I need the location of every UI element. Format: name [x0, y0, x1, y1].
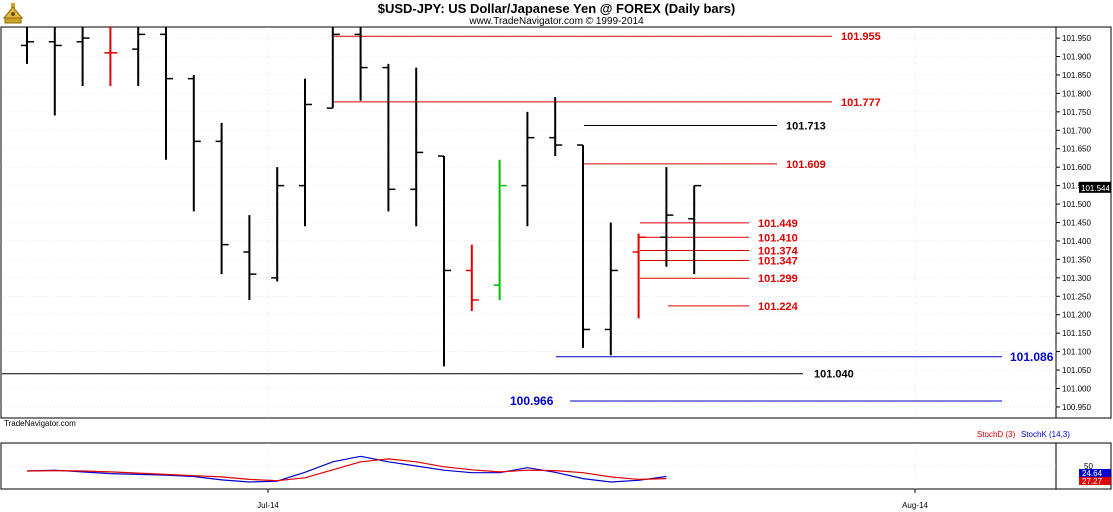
x-tick-label: Aug-14 [902, 501, 928, 510]
brand-text: TradeNavigator.com [4, 419, 76, 428]
stoch-d-last-box [1079, 477, 1111, 485]
trade-navigator-logo-icon [2, 3, 24, 24]
ohlc-bar [604, 222, 618, 356]
level-label: 101.374 [758, 246, 799, 258]
level-label: 101.299 [758, 273, 798, 285]
stoch-panel-frame [0, 442, 1112, 490]
price-tick-label: 101.300 [1062, 274, 1091, 283]
price-tick-label: 101.100 [1062, 348, 1091, 357]
stoch-k-line [26, 455, 667, 483]
last-price-label: 101.544 [1081, 184, 1110, 193]
price-tick-label: 101.400 [1062, 237, 1091, 246]
ohlc-bar [132, 27, 146, 87]
ohlc-bar [21, 27, 34, 64]
ohlc-bar [577, 144, 590, 348]
level-label: 101.713 [786, 120, 826, 132]
ohlc-bar [104, 27, 118, 87]
stoch-d-line [26, 458, 667, 482]
stoch-k-legend: StochK (14,3) [1021, 430, 1070, 439]
chart-title: $USD-JPY: US Dollar/Japanese Yen @ FOREX… [377, 1, 736, 16]
ohlc-bar [243, 215, 257, 300]
level-label: 101.609 [786, 159, 826, 171]
price-tick-label: 101.800 [1062, 89, 1091, 98]
ohlc-bar [410, 67, 424, 227]
price-tick-label: 100.950 [1062, 403, 1091, 412]
copyright-text: www.TradeNavigator.com © 1999-2014 [469, 16, 644, 27]
ohlc-bar [187, 74, 201, 212]
x-tick-label: Jul-14 [257, 501, 279, 510]
price-tick-label: 101.850 [1062, 71, 1091, 80]
ohlc-bar [271, 167, 285, 282]
level-label: 101.449 [758, 218, 798, 230]
price-tick-label: 101.700 [1062, 126, 1091, 135]
level-label: 101.410 [758, 232, 798, 244]
level-label: 100.966 [510, 394, 554, 408]
stoch-d-legend: StochD (3) [977, 430, 1016, 439]
ohlc-bar [521, 111, 535, 227]
price-tick-label: 101.500 [1062, 200, 1091, 209]
price-tick-label: 101.900 [1062, 53, 1091, 62]
ohlc-bar [76, 27, 90, 87]
ohlc-bar [326, 27, 340, 109]
price-panel-frame [0, 26, 1112, 419]
level-label: 101.224 [758, 301, 799, 313]
price-tick-label: 101.750 [1062, 108, 1091, 117]
stoch-d-last-label: 27.27 [1082, 477, 1103, 486]
ohlc-bar [354, 27, 368, 101]
price-tick-label: 101.050 [1062, 366, 1091, 375]
ohlc-bar [160, 27, 173, 160]
last-price-box [1079, 181, 1111, 193]
price-tick-label: 101.950 [1062, 34, 1091, 43]
price-tick-label: 101.550 [1062, 182, 1091, 191]
price-tick-label: 101.000 [1062, 384, 1091, 393]
ohlc-bar [660, 167, 674, 267]
ohlc-bar [688, 184, 702, 275]
price-tick-label: 101.250 [1062, 292, 1091, 301]
ohlc-bar [438, 155, 451, 367]
ohlc-bar [382, 63, 396, 212]
ohlc-bar [299, 78, 312, 227]
price-tick-label: 101.450 [1062, 219, 1091, 228]
price-tick-label: 101.150 [1062, 329, 1091, 338]
ohlc-bar [465, 244, 479, 312]
stoch-k-last-box [1079, 469, 1111, 477]
ohlc-bar [48, 27, 62, 116]
level-label: 101.086 [1010, 350, 1054, 364]
price-tick-label: 101.350 [1062, 255, 1091, 264]
level-label: 101.040 [814, 369, 854, 381]
ohlc-bar [493, 159, 507, 300]
ohlc-bar [549, 97, 563, 157]
level-label: 101.347 [758, 255, 798, 267]
ohlc-bar [215, 122, 229, 275]
price-tick-label: 101.650 [1062, 145, 1091, 154]
price-tick-label: 101.600 [1062, 163, 1091, 172]
stoch-k-last-label: 24.64 [1082, 469, 1103, 478]
ohlc-bar [632, 233, 646, 319]
price-tick-label: 101.200 [1062, 311, 1091, 320]
level-label: 101.955 [841, 31, 881, 43]
level-label: 101.777 [841, 97, 881, 109]
stoch-tick-label: 50 [1084, 462, 1093, 471]
